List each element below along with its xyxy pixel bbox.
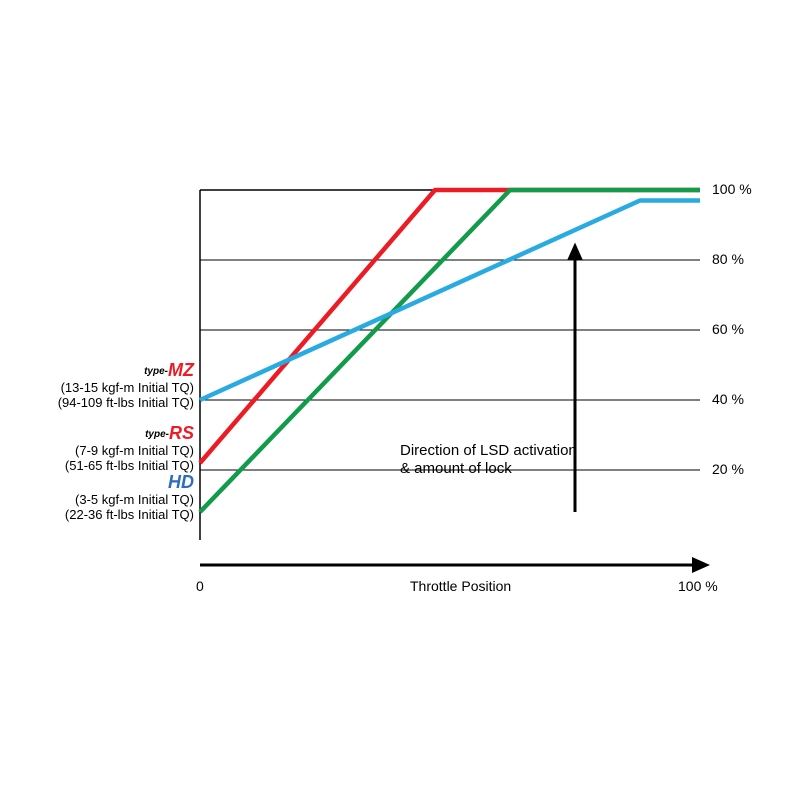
legend-hd: HD (3-5 kgf-m Initial TQ) (22-36 ft-lbs … [0,472,194,523]
annotation-text: Direction of LSD activation& amount of l… [400,442,577,478]
y-tick-label: 100 % [712,181,752,197]
y-tick-label: 40 % [712,391,744,407]
lsd-chart: 20 % 40 % 60 % 80 % 100 % 0 100 % Throttle Posi… [0,0,800,800]
legend-mz: type-MZ (13-15 kgf-m Initial TQ) (94-109… [0,360,194,411]
legend-rs: type-RS (7-9 kgf-m Initial TQ) (51-65 ft… [0,423,194,474]
y-tick-label: 20 % [712,461,744,477]
y-tick-label: 60 % [712,321,744,337]
x-tick-100: 100 % [678,578,718,594]
y-tick-label: 80 % [712,251,744,267]
x-tick-0: 0 [196,578,204,594]
x-axis-label: Throttle Position [410,578,511,594]
